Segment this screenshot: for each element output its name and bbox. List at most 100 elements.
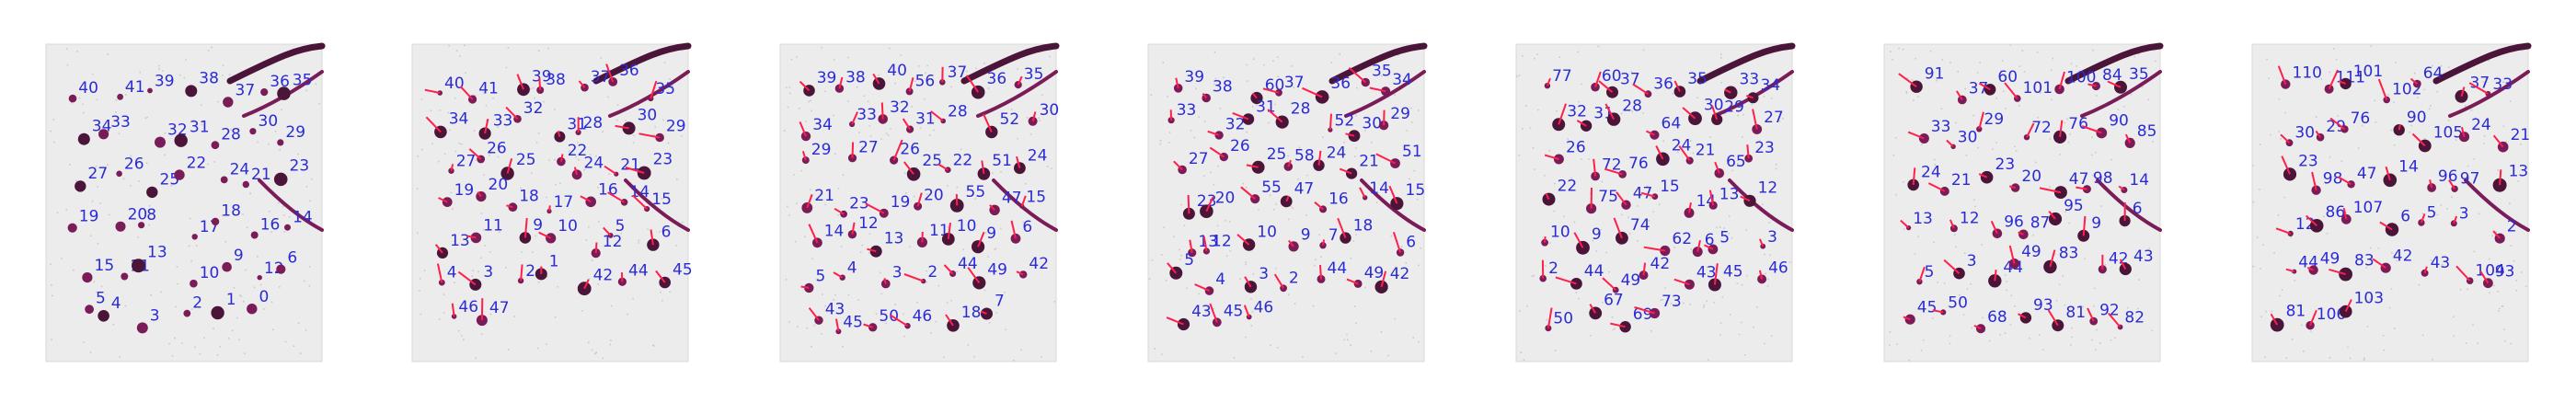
particle-blob xyxy=(1580,120,1593,132)
tracked-particle: 81 xyxy=(2270,303,2306,332)
particle-label: 60 xyxy=(1997,68,2018,86)
motion-vector xyxy=(1632,83,1649,96)
motion-vector xyxy=(2420,213,2426,224)
particle-label: 44 xyxy=(628,262,649,281)
motion-vector xyxy=(1546,77,1551,86)
motion-vector xyxy=(1907,131,1925,140)
motion-vector xyxy=(2460,127,2466,137)
motion-vector xyxy=(1900,219,1910,229)
particle-label: 5 xyxy=(615,217,626,236)
particle-label: 47 xyxy=(489,299,510,317)
tracked-particle: 20 xyxy=(2008,167,2041,192)
particle-label: 29 xyxy=(2326,118,2346,136)
particle-label: 23 xyxy=(1197,192,1217,211)
motion-vector xyxy=(2008,185,2016,190)
motion-vector xyxy=(1558,103,1568,125)
tracked-particle: 2 xyxy=(903,263,937,284)
motion-vector xyxy=(833,271,844,279)
tracked-particle: 23 xyxy=(273,157,309,187)
motion-vector xyxy=(1346,278,1359,285)
tracked-particle: 41 xyxy=(459,79,499,104)
particle-label: 33 xyxy=(1740,71,1760,89)
motion-vector xyxy=(2285,268,2295,273)
tracked-particle: 14 xyxy=(284,209,313,231)
motion-vector xyxy=(1758,270,1764,280)
particle-label: 68 xyxy=(1987,308,2007,327)
particle-label: 72 xyxy=(2031,119,2052,137)
particle-blob xyxy=(2096,127,2108,139)
particle-label: 6 xyxy=(287,249,297,268)
tracked-particle: 40 xyxy=(68,79,98,103)
tracked-particle: 15 xyxy=(1640,178,1680,201)
filament-structure xyxy=(258,178,324,232)
motion-vector xyxy=(1383,109,1386,126)
tracked-particle: 42 xyxy=(1639,255,1670,281)
tracked-particle: 14 xyxy=(2383,157,2419,188)
particle-blob xyxy=(155,136,166,148)
particle-blob xyxy=(1396,248,1405,257)
particle-label: 75 xyxy=(1598,188,1618,206)
particle-label: 45 xyxy=(1723,263,1743,282)
motion-vector xyxy=(1010,220,1017,239)
tracked-particle: 42 xyxy=(2372,247,2412,273)
particle-label: 21 xyxy=(251,166,271,184)
tracked-particle: 103 xyxy=(2339,290,2384,318)
motion-vector xyxy=(1745,94,1754,99)
motion-vector xyxy=(2018,231,2024,236)
tracked-particle: 26 xyxy=(116,155,144,178)
tracked-particle: 35 xyxy=(2107,65,2149,94)
particle-label: 24 xyxy=(230,161,250,179)
tracked-particle: 46 xyxy=(1757,259,1788,284)
tracked-particle: 32 xyxy=(1207,115,1245,140)
particle-label: 21 xyxy=(814,187,834,205)
motion-vector xyxy=(800,285,810,289)
motion-vector xyxy=(2344,299,2352,313)
motion-vector xyxy=(834,207,845,215)
particle-blob xyxy=(222,261,232,272)
motion-vector xyxy=(620,272,624,282)
motion-vector xyxy=(1020,195,1027,207)
particle-label: 42 xyxy=(1029,255,1049,273)
particle-blob xyxy=(211,217,220,226)
motion-vector xyxy=(1328,113,1332,131)
tracked-particle: 13 xyxy=(132,243,167,273)
motion-vector xyxy=(594,242,598,254)
tracked-particle: 39 xyxy=(516,67,552,97)
particle-label: 47 xyxy=(1002,190,1022,208)
particle-blob xyxy=(508,202,518,213)
tracked-particle: 23 xyxy=(625,151,673,180)
particle-label: 24 xyxy=(1327,144,1347,163)
particle-label: 30 xyxy=(1704,96,1724,114)
tracked-particle: 49 xyxy=(2008,243,2041,270)
motion-vector xyxy=(1322,239,1326,246)
motion-vector xyxy=(459,86,474,100)
tracked-particle: 5 xyxy=(2418,203,2436,226)
motion-vector xyxy=(468,148,482,160)
tracked-particle: 3 xyxy=(1758,228,1777,249)
motion-vector xyxy=(2309,309,2317,327)
particle-label: 4 xyxy=(111,294,121,313)
motion-vector xyxy=(2385,166,2391,181)
tracked-particle: 3 xyxy=(1244,265,1269,293)
motion-vector xyxy=(1547,307,1553,328)
particle-label: 44 xyxy=(1584,262,1604,281)
motion-vector xyxy=(1696,239,1701,252)
tracked-particle: 96 xyxy=(2427,167,2458,192)
tracked-particle: 37 xyxy=(578,68,610,92)
particle-label: 4 xyxy=(847,259,857,278)
particle-label: 44 xyxy=(958,255,978,273)
tracked-particle: 26 xyxy=(468,140,507,164)
tracked-particle: 33 xyxy=(849,106,877,128)
motion-vector xyxy=(2118,185,2125,191)
particle-blob xyxy=(257,275,262,281)
particle-blob xyxy=(211,305,224,320)
particle-blob xyxy=(801,202,813,213)
motion-vector xyxy=(1175,77,1179,89)
tracked-particle: 11 xyxy=(466,217,503,244)
motion-vector xyxy=(2411,132,2426,147)
particle-label: 28 xyxy=(948,103,968,121)
particle-label: 83 xyxy=(2059,245,2079,263)
tracked-particle: 18 xyxy=(211,202,241,226)
particle-label: 34 xyxy=(449,110,469,129)
particle-label: 39 xyxy=(532,67,552,86)
